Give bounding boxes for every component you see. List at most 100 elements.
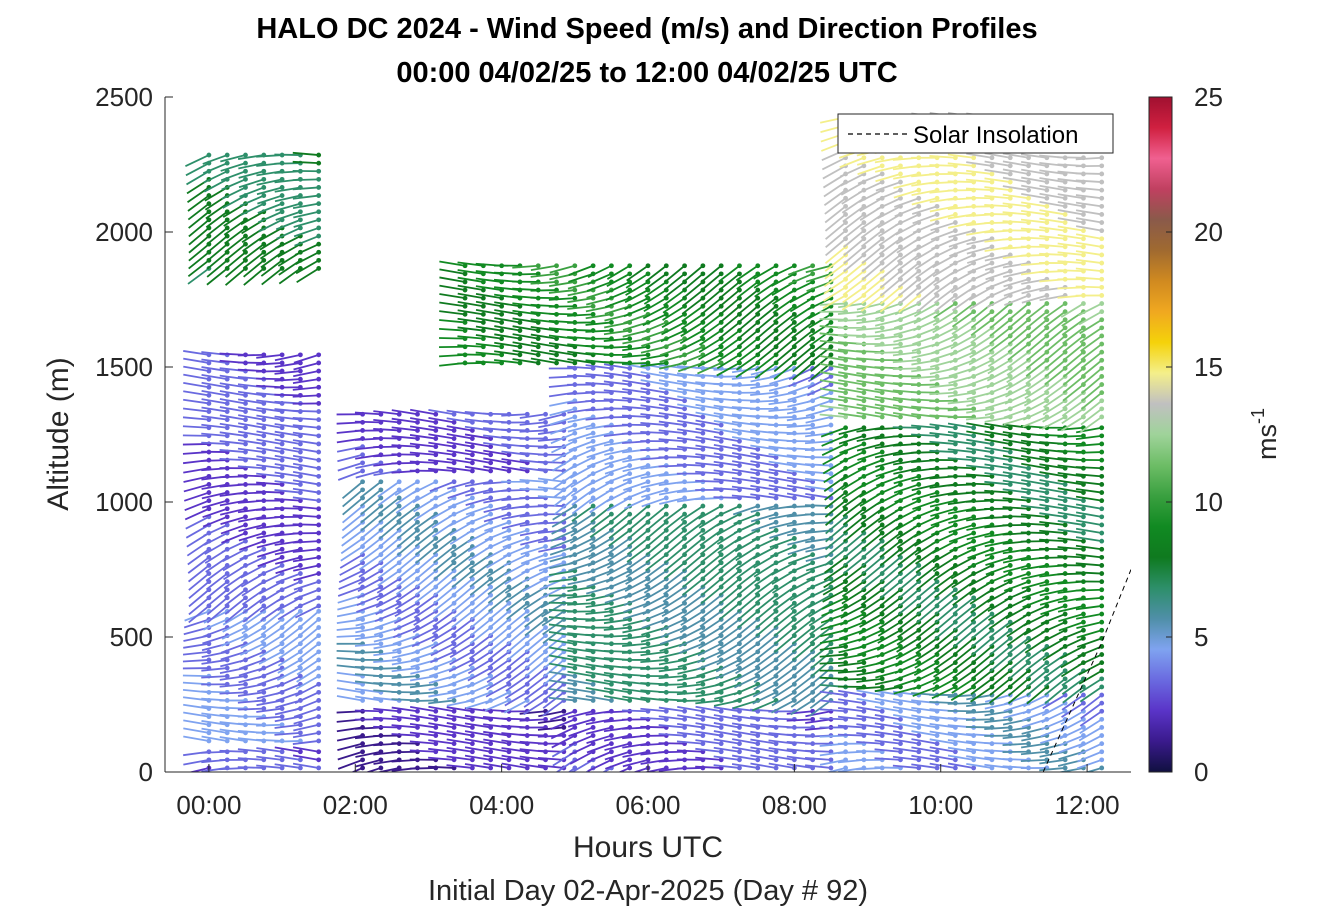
wind-barb-shaft [585,671,612,678]
wind-barb-shaft [292,202,319,210]
wind-barb-shaft [275,210,301,221]
wind-barb-shaft [292,471,319,478]
wind-barb-shaft [550,537,576,549]
wind-barb-shaft [501,513,528,520]
wind-barb-shaft [224,251,247,270]
wind-barb-shaft [644,562,667,579]
wind-barb-shaft [429,651,455,664]
wind-barb-shaft [446,730,473,737]
wind-barb-dot [609,455,614,460]
wind-barb-shaft [451,578,473,597]
wind-barb-shaft [603,634,630,638]
wind-barb-shaft [502,545,528,558]
wind-barb-shaft [446,764,473,769]
wind-barb-dot [243,241,248,247]
wind-barb-dot [1007,635,1013,641]
wind-barb-dot [718,503,724,509]
wind-barb-shaft [506,618,528,637]
wind-barb-dot [469,725,475,730]
wind-barb-dot [488,495,494,501]
wind-barb-dot [590,673,596,679]
wind-barb-dot [279,482,285,487]
wind-barb-shaft [202,626,228,638]
wind-barb-dot [755,757,761,763]
wind-barb-shaft [294,588,320,600]
wind-barb-shaft [567,687,594,694]
wind-barb-dot [433,411,439,417]
wind-barb-shaft [296,667,320,683]
wind-barb-dot [934,765,940,771]
wind-barb-shaft [239,651,265,663]
wind-barb-shaft [524,626,547,645]
wind-barb-dot [700,430,706,436]
wind-barb-shaft [393,610,418,625]
wind-barb-shaft [664,545,686,564]
wind-barb-shaft [241,618,265,635]
wind-barb-dot [297,579,303,585]
wind-barb-shaft [183,350,210,356]
wind-barb-dot [396,503,402,509]
wind-barb-dot [524,536,530,541]
wind-barb-shaft [824,491,847,510]
wind-barb-dot [316,225,322,231]
wind-barb-dot [316,698,322,703]
wind-barb-shaft [373,716,400,721]
wind-barb-shaft [258,651,283,665]
wind-barb-shaft [643,578,667,594]
wind-barb-shaft [391,461,418,465]
wind-barb-dot [572,657,578,663]
wind-barb-shaft [483,457,510,464]
wind-barb-dot [243,392,248,398]
wind-barb-dot [791,487,797,493]
wind-barb-dot [451,468,457,474]
wind-barb-dot [663,382,669,387]
wind-barb-dot [952,522,958,528]
wind-barb-shaft [568,553,594,565]
wind-barb-dot [861,708,867,714]
wind-barb-shaft [537,495,564,499]
wind-barb-shaft [548,601,575,605]
wind-barb-dot [206,482,212,487]
wind-barb-shaft [373,419,400,424]
wind-barb-shaft [586,570,612,581]
wind-barb-dot [378,495,384,501]
wind-barb-shaft [219,475,246,479]
wind-barb-shaft [488,610,510,629]
wind-barb-dot [224,665,230,671]
wind-barb-shaft [341,481,364,499]
wind-barb-shaft [223,572,247,590]
wind-barb-shaft [732,746,758,753]
wind-barb-shaft [607,537,631,555]
wind-barb-dot [572,725,578,730]
wind-barb-shaft [259,642,283,658]
wind-barb-shaft [219,736,246,742]
wind-barb-shaft [221,178,246,191]
wind-barb-dot [828,328,834,333]
wind-barb-shaft [409,767,436,770]
wind-barb-dot [261,168,267,174]
wind-barb-shaft [819,717,846,721]
wind-barb-shaft [378,497,400,515]
wind-barb-shaft [187,186,210,203]
wind-barb-dot [297,554,303,560]
wind-barb-dot [451,749,457,755]
wind-barb-dot [828,765,834,771]
wind-barb-shaft [641,618,667,629]
wind-barb-shaft [256,747,283,753]
wind-barb-shaft [373,650,400,657]
wind-barb-dot [224,425,230,431]
wind-barb-dot [488,584,494,590]
wind-barb-dot [663,511,669,517]
wind-barb-dot [645,757,651,763]
wind-barb-shaft [278,634,301,652]
wind-barb-dot [916,757,922,763]
wind-barb-shaft [680,610,704,626]
wind-barb-shaft [242,235,265,252]
wind-barb-dot [989,433,995,439]
wind-barb-dot [543,544,548,549]
wind-barb-dot [297,608,303,614]
wind-barb-shaft [750,738,777,745]
wind-barb-dot [645,479,651,485]
wind-barb-dot [297,498,303,504]
wind-barb-shaft [805,764,832,769]
